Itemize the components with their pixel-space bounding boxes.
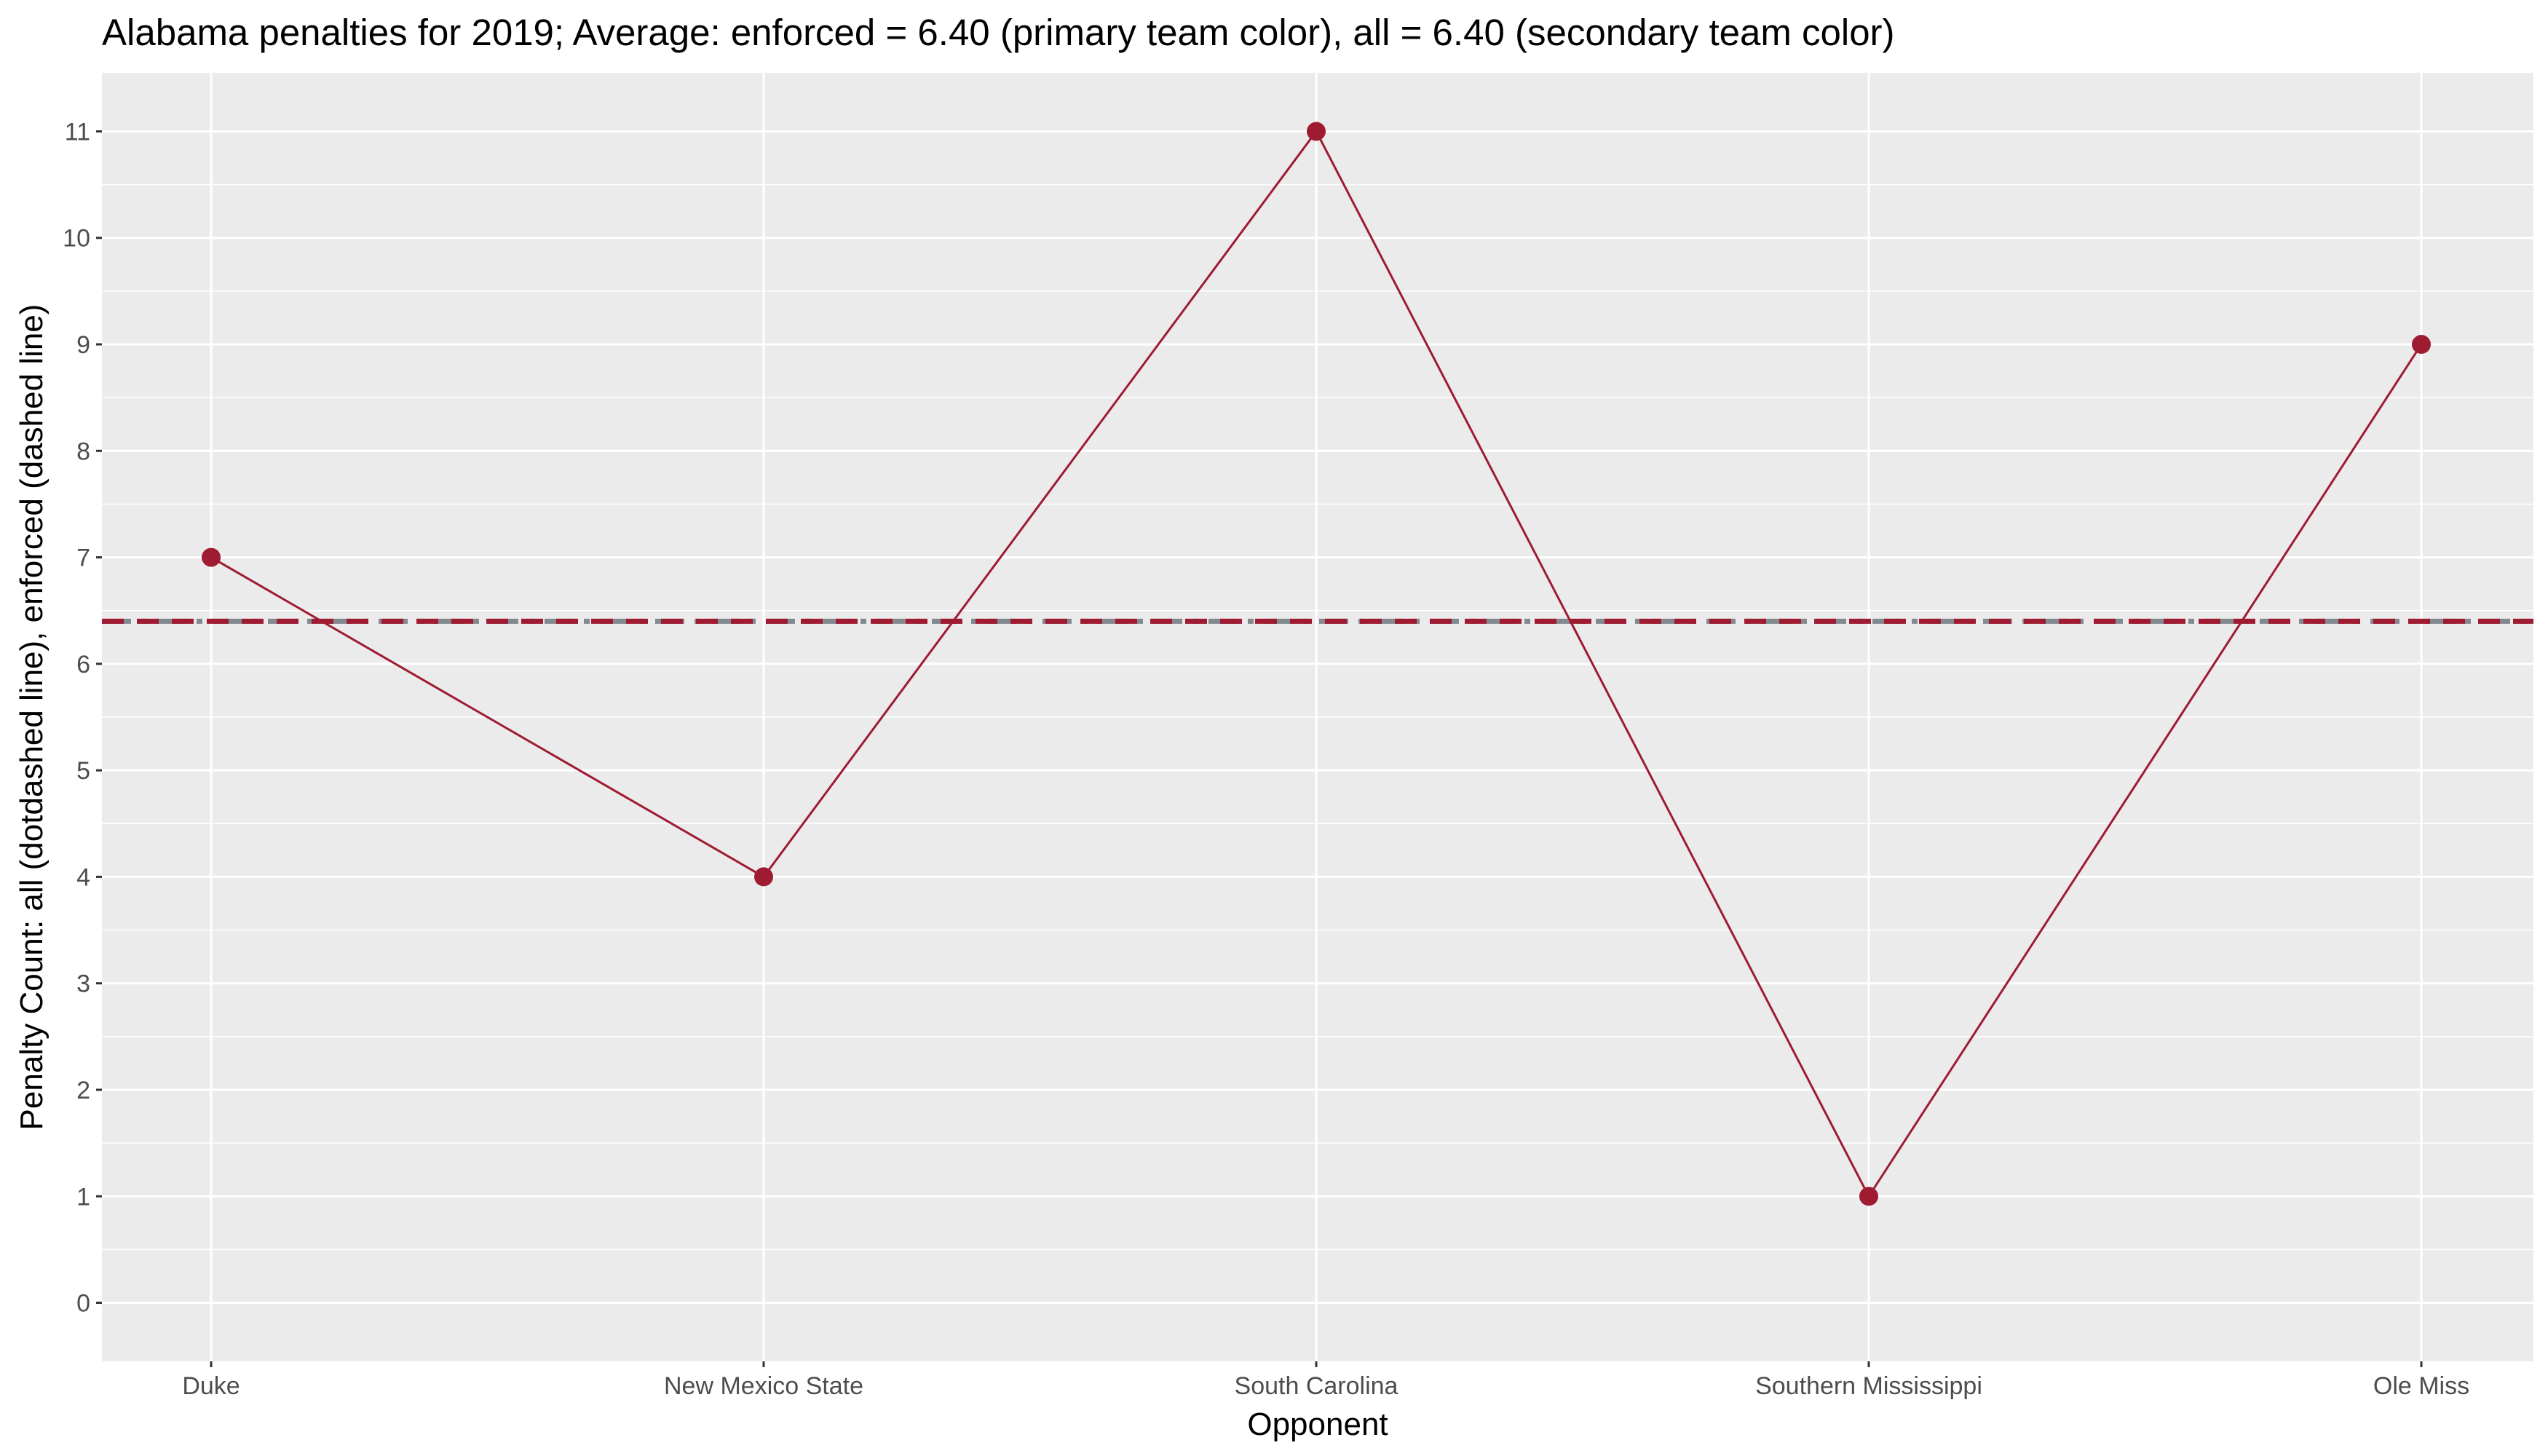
x-tick-label: New Mexico State [664,1372,863,1400]
x-axis-title: Opponent [1247,1406,1388,1442]
x-tick-label: Ole Miss [2373,1372,2469,1400]
y-tick-label: 11 [65,118,90,146]
data-point-south-carolina [1307,122,1326,141]
y-tick-label: 9 [76,331,90,359]
chart-title: Alabama penalties for 2019; Average: enf… [102,12,1895,53]
y-tick-label: 7 [76,545,90,572]
data-point-southern-mississippi [1859,1187,1878,1206]
y-tick-label: 6 [76,651,90,678]
data-point-new-mexico-state [754,867,773,887]
y-tick-label: 8 [76,438,90,465]
data-point-duke [202,547,221,567]
y-axis-title: Penalty Count: all (dotdashed line), enf… [14,304,50,1131]
data-points [202,122,2431,1206]
minor-gridlines [102,183,2533,1251]
y-tick-label: 1 [76,1183,90,1211]
major-gridlines [102,73,2533,1361]
y-tick-label: 0 [76,1290,90,1318]
data-point-ole-miss [2412,335,2431,355]
y-tick-label: 4 [76,863,90,891]
y-axis: 0 1 2 3 4 5 6 7 8 9 10 11 [63,118,102,1318]
x-tick-label: South Carolina [1235,1372,1398,1400]
y-tick-label: 3 [76,970,90,998]
x-tick-label: Southern Mississippi [1755,1372,1982,1400]
x-axis: Duke New Mexico State South Carolina Southe… [182,1361,2469,1400]
x-tick-label: Duke [182,1372,240,1400]
y-tick-label: 2 [76,1077,90,1104]
y-tick-label: 10 [63,225,90,253]
y-tick-label: 5 [76,757,90,785]
